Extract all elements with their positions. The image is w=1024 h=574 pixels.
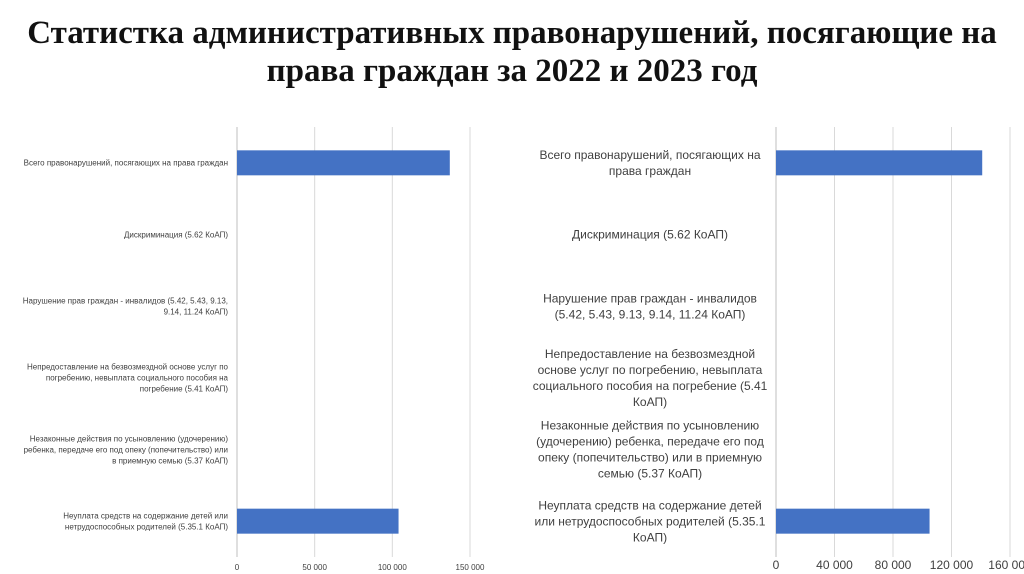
- category-label: Дискриминация (5.62 КоАП): [572, 228, 728, 242]
- page-title-line-2: права граждан за 2022 и 2023 год: [266, 53, 758, 89]
- x-tick-label: 50 000: [302, 563, 327, 572]
- bar: [776, 508, 930, 534]
- bar: [237, 508, 399, 534]
- x-tick-label: 100 000: [378, 563, 407, 572]
- category-label: Непредоставление на безвозмездной основе…: [27, 363, 229, 394]
- category-label: Всего правонарушений, посягающих на права…: [539, 148, 760, 178]
- category-label: Неуплата средств на содержание детей или…: [63, 511, 228, 531]
- x-tick-label: 150 000: [456, 563, 485, 572]
- x-tick-label: 120 000: [930, 558, 974, 572]
- category-label: Дискриминация (5.62 КоАП): [124, 230, 228, 239]
- category-label: Всего правонарушений, посягающих на прав…: [24, 159, 228, 168]
- page-title: Статистка административных правонарушени…: [0, 14, 1024, 90]
- x-tick-label: 40 000: [816, 558, 853, 572]
- x-tick-label: 0: [773, 558, 780, 572]
- category-label: Нарушение прав граждан - инвалидов (5.42,…: [543, 291, 757, 321]
- bar: [237, 150, 450, 176]
- x-tick-label: 80 000: [875, 558, 912, 572]
- category-label: Неуплата средств на содержание детей или …: [535, 498, 766, 544]
- page-title-line-1: Статистка административных правонарушени…: [27, 15, 997, 51]
- category-label: Нарушение прав граждан - инвалидов (5.42…: [23, 296, 229, 316]
- x-tick-label: 160 000: [988, 558, 1024, 572]
- category-label: Непредоставление на безвозмездной основе …: [533, 347, 768, 409]
- category-label: Незаконные действия по усыновлению (удоче…: [536, 419, 764, 481]
- bar: [776, 150, 983, 176]
- category-label: Незаконные действия по усыновлению (удоч…: [24, 434, 229, 465]
- x-tick-label: 0: [235, 563, 240, 572]
